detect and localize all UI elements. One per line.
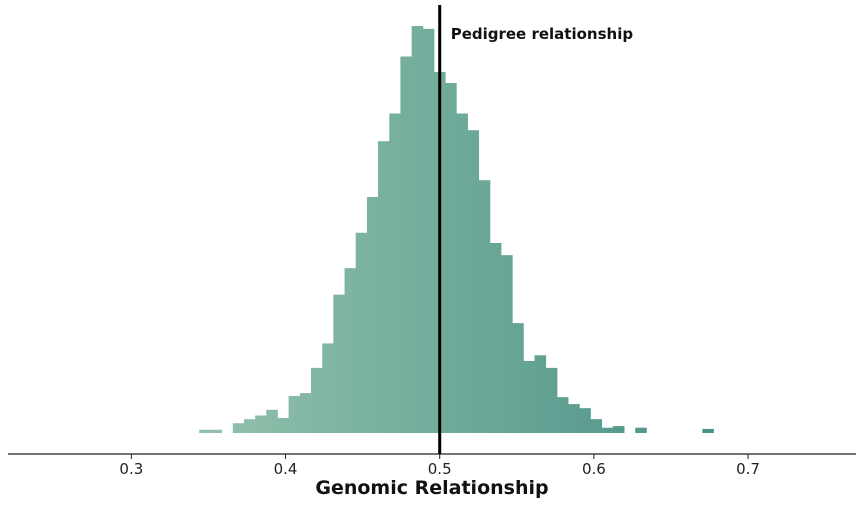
histogram-bar-31 — [556, 397, 569, 433]
histogram-bar-12 — [344, 268, 357, 433]
histogram-bar-33 — [579, 408, 591, 433]
histogram-bar-15 — [378, 141, 390, 433]
histogram-bar-29 — [534, 355, 547, 433]
histogram-bar-36 — [612, 426, 625, 433]
histogram-bar-19 — [422, 28, 435, 433]
histogram-bar-3 — [243, 419, 256, 433]
x-tick-label: 0.4 — [274, 460, 298, 478]
histogram-bar-4 — [255, 415, 267, 433]
pedigree-reference-label: Pedigree relationship — [451, 25, 634, 43]
histogram-bar-21 — [445, 82, 457, 433]
x-tick-label: 0.7 — [736, 460, 760, 478]
histogram-bar-38 — [702, 428, 714, 433]
histogram-bar-1 — [210, 429, 223, 433]
x-axis-ticks: 0.3 0.4 0.5 0.6 0.7 — [119, 454, 760, 478]
histogram-bar-34 — [590, 419, 603, 433]
histogram-bar-24 — [478, 180, 491, 433]
histogram-bar-13 — [355, 232, 368, 433]
histogram-bar-7 — [288, 395, 301, 433]
histogram-bar-14 — [366, 196, 379, 433]
x-tick-label: 0.3 — [119, 460, 143, 478]
histogram-bar-23 — [467, 130, 480, 433]
histogram-bar-16 — [389, 113, 401, 433]
histogram-bar-11 — [333, 294, 345, 433]
histogram-bar-25 — [489, 242, 502, 433]
histogram-bar-9 — [310, 367, 323, 433]
histogram-bar-37 — [635, 427, 647, 433]
histogram-bar-18 — [411, 26, 424, 433]
histogram-bar-27 — [512, 323, 524, 433]
histogram-bar-28 — [523, 360, 536, 433]
x-tick-label: 0.6 — [582, 460, 606, 478]
histogram-bar-30 — [545, 367, 558, 433]
histogram-bar-26 — [501, 255, 513, 433]
x-tick-label: 0.5 — [428, 460, 452, 478]
histogram-bar-6 — [277, 417, 290, 433]
histogram-bar-0 — [199, 429, 211, 433]
x-axis-title: Genomic Relationship — [315, 477, 548, 499]
histogram-bar-2 — [232, 423, 245, 433]
histogram-bar-5 — [266, 409, 278, 433]
histogram-bars — [199, 26, 714, 434]
histogram-bar-17 — [400, 56, 412, 434]
histogram-bar-35 — [601, 427, 614, 433]
histogram-bar-10 — [322, 343, 334, 433]
histogram-bar-32 — [568, 404, 580, 433]
histogram-bar-8 — [299, 393, 312, 433]
histogram-bar-22 — [456, 113, 468, 433]
